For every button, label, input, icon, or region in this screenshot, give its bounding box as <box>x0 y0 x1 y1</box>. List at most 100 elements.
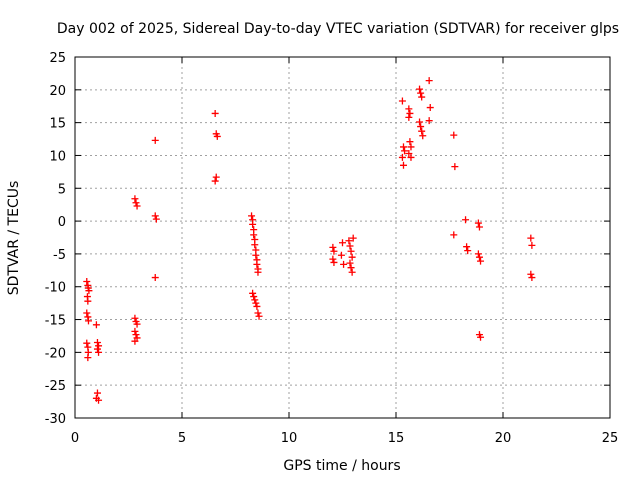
data-point <box>95 342 103 350</box>
y-tick-label: -30 <box>45 412 66 427</box>
x-tick-label: 25 <box>602 431 619 446</box>
data-point <box>133 202 141 210</box>
data-point <box>132 199 140 207</box>
data-point <box>330 247 338 255</box>
y-tick-label: -5 <box>53 248 66 263</box>
data-point <box>93 389 101 397</box>
y-tick-label: 5 <box>58 182 66 197</box>
data-point <box>251 296 259 304</box>
x-tick-label: 20 <box>495 431 512 446</box>
data-point <box>406 109 414 117</box>
data-point <box>407 143 415 151</box>
data-point <box>92 321 100 329</box>
data-point <box>464 247 472 255</box>
data-point <box>254 268 262 276</box>
y-tick-label: -20 <box>45 346 66 361</box>
data-point <box>399 161 407 169</box>
data-point <box>252 251 260 259</box>
data-point <box>418 93 426 101</box>
data-point <box>337 251 345 259</box>
data-point <box>345 237 353 245</box>
data-point <box>132 331 140 339</box>
data-point <box>407 153 415 161</box>
data-points <box>83 77 536 404</box>
data-point <box>340 260 348 268</box>
data-point <box>348 268 356 276</box>
y-tick-label: 20 <box>49 84 66 99</box>
data-point <box>416 118 424 126</box>
data-point <box>329 255 337 263</box>
data-point <box>254 309 262 317</box>
plot-frame <box>74 56 611 419</box>
data-point <box>93 339 101 347</box>
data-point <box>253 302 261 310</box>
data-point <box>211 177 219 185</box>
data-point <box>83 277 91 285</box>
data-point <box>251 241 259 249</box>
data-point <box>151 212 159 220</box>
data-point <box>475 253 483 261</box>
data-point <box>84 354 92 362</box>
data-point <box>211 109 219 117</box>
data-point <box>347 264 355 272</box>
data-point <box>84 317 92 325</box>
data-point <box>85 287 93 295</box>
data-point <box>399 143 407 151</box>
y-tick-label: 15 <box>49 117 66 132</box>
y-tick-label: 10 <box>49 149 66 164</box>
data-point <box>83 339 91 347</box>
data-point <box>527 234 535 242</box>
data-point <box>462 216 470 224</box>
data-point <box>416 85 424 93</box>
y-axis-title: SDTVAR / TECUs <box>6 181 22 296</box>
data-point <box>248 212 256 220</box>
data-point <box>477 257 485 265</box>
data-point <box>417 123 425 131</box>
data-point <box>475 223 483 231</box>
data-point <box>131 195 139 203</box>
data-point <box>419 132 427 140</box>
chart-title: Day 002 of 2025, Sidereal Day-to-day VTE… <box>57 21 619 37</box>
data-point <box>417 89 425 97</box>
data-point <box>405 149 413 157</box>
data-point <box>474 250 482 258</box>
data-point <box>405 113 413 121</box>
y-tick-label: 25 <box>49 51 66 66</box>
data-point <box>425 77 433 85</box>
data-point <box>463 243 471 251</box>
y-tick-label: -15 <box>45 314 66 329</box>
data-point <box>348 253 356 261</box>
data-point <box>450 131 458 139</box>
y-tick-label: 0 <box>58 215 66 230</box>
data-point <box>213 132 221 140</box>
data-point <box>151 274 159 282</box>
data-point <box>250 231 258 239</box>
data-point <box>330 258 338 266</box>
data-point <box>249 220 257 228</box>
data-point <box>528 241 536 249</box>
data-point <box>527 270 535 278</box>
y-tick-label: -10 <box>45 281 66 296</box>
grid <box>75 57 610 418</box>
data-point <box>528 274 536 282</box>
data-point <box>95 348 103 356</box>
data-point <box>249 289 257 297</box>
y-tick-label: -25 <box>45 379 66 394</box>
data-point <box>151 136 159 144</box>
data-point <box>152 215 160 223</box>
data-point <box>329 243 337 251</box>
x-tick-label: 10 <box>281 431 298 446</box>
data-point <box>425 117 433 125</box>
data-point <box>84 297 92 305</box>
data-point <box>93 345 101 353</box>
data-point <box>451 163 459 171</box>
data-point <box>347 247 355 255</box>
data-point <box>131 327 139 335</box>
data-point <box>401 147 409 155</box>
data-point <box>474 219 482 227</box>
data-point <box>252 299 260 307</box>
data-point <box>255 312 263 320</box>
data-point <box>346 242 354 250</box>
